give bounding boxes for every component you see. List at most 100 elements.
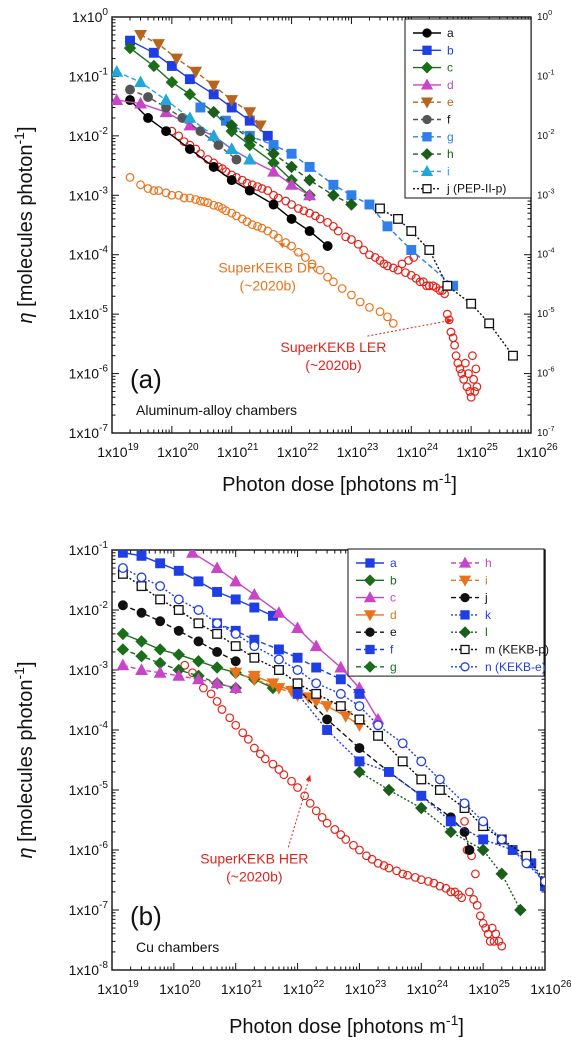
data-point (397, 756, 408, 767)
y-tick-label-exp: -6 (99, 840, 108, 851)
y-right-tick-label-base: 10 (537, 250, 549, 261)
data-point (195, 102, 206, 113)
scatter-point (455, 364, 465, 374)
data-point (116, 643, 130, 656)
series-line (192, 552, 379, 720)
data-point (272, 606, 286, 618)
y-right-tick-label: 10-6 (537, 365, 555, 380)
data-layer (116, 550, 545, 951)
data-point (116, 658, 130, 671)
data-point (243, 107, 257, 119)
scatter-point (475, 911, 485, 921)
x-axis-label: Photon dose [photons m-1] (229, 1012, 464, 1038)
data-point (134, 96, 147, 109)
x-tick-label-base: 1x10 (345, 981, 376, 997)
legend-label: g (447, 130, 454, 144)
y-tick-label: 1x10-6 (69, 840, 109, 858)
x-tick-label-exp: 20 (187, 442, 199, 453)
scatter-point (465, 387, 475, 396)
data-point (416, 774, 427, 785)
data-point (247, 674, 261, 686)
scatter-point (323, 217, 333, 227)
legend-label: b (447, 43, 454, 57)
y-tick-label-exp: -2 (99, 126, 108, 137)
legend-swatch-marker (365, 558, 375, 568)
y-tick-label-base: 1x10 (69, 68, 100, 84)
data-point (207, 80, 221, 93)
scatter-point (384, 863, 394, 873)
y-tick-label-exp: -7 (99, 423, 108, 434)
series-e (134, 29, 267, 133)
scatter-point (315, 214, 325, 224)
data-point (135, 663, 148, 675)
legend-label: b (390, 573, 397, 587)
scatter-point (450, 340, 460, 350)
scatter-point (336, 830, 346, 840)
scatter-point (227, 208, 237, 218)
legend-label: a (447, 26, 454, 40)
data-point (286, 148, 297, 159)
data-point (117, 550, 128, 558)
scatter-point (353, 239, 363, 249)
y-axis-label-open: [ (15, 836, 37, 848)
scatter-point (470, 387, 480, 396)
y-tick-label-exp: -1 (99, 540, 108, 551)
y-axis-label-symbol: η (15, 312, 37, 323)
scatter-point (225, 713, 235, 723)
annotation: SuperKEKB HER (~2020b) (200, 774, 311, 884)
scatter-point (472, 900, 482, 910)
y-axis-label: η [molecules photon-1] (11, 126, 37, 323)
y-right-tick-label-exp: -7 (548, 424, 554, 433)
series-n-kekb-e- (117, 563, 545, 887)
legend-item: f (356, 643, 394, 657)
legend-item: f (413, 113, 451, 127)
annotation: SuperKEKB DR (~2020b) (218, 242, 317, 294)
y-tick-label-base: 1x10 (69, 722, 100, 738)
legend-label: n (KEKB-e) (485, 660, 546, 674)
data-point (416, 790, 427, 801)
data-layer (112, 29, 518, 402)
legend-label: j (PEP-II-p) (446, 182, 506, 196)
legend-item: e (356, 625, 397, 639)
scatter-point (481, 923, 491, 933)
scatter-point (310, 211, 320, 221)
scatter-point (231, 720, 241, 730)
scatter-point (471, 364, 481, 374)
x-tick-label: 1x1025 (456, 442, 498, 460)
series-a (117, 550, 278, 621)
scatter-point (383, 312, 392, 322)
legend-label: c (390, 591, 396, 605)
data-point (165, 75, 179, 89)
x-tick-label: 1x1026 (530, 979, 571, 997)
legend-item: c (413, 61, 453, 75)
annotation-text: SuperKEKB HER (200, 850, 308, 866)
scatter-point (149, 186, 159, 195)
scatter-point (269, 190, 278, 200)
y-tick-label-exp: -7 (99, 900, 108, 911)
scatter-point (311, 806, 321, 816)
x-tick-label: 1x1020 (159, 979, 201, 997)
legend-swatch-marker (422, 184, 432, 194)
panel-note: Aluminum-alloy chambers (136, 402, 297, 418)
scatter-point (317, 812, 327, 822)
data-point (464, 845, 475, 855)
data-point (495, 867, 508, 881)
data-point (286, 213, 297, 224)
x-tick-label-base: 1x10 (277, 444, 308, 460)
legend-label: f (447, 113, 451, 127)
scatter-point (403, 870, 412, 880)
legend-item: d (356, 608, 397, 622)
scatter-point (260, 754, 270, 764)
scatter-point (375, 307, 385, 317)
data-point (272, 683, 286, 695)
scatter-point (478, 918, 488, 928)
data-point (373, 730, 383, 741)
scatter-point (359, 245, 369, 255)
x-tick-label-exp: 21 (251, 979, 263, 990)
scatter-point (494, 936, 504, 946)
scatter-point (167, 190, 177, 200)
scatter-point (383, 261, 392, 271)
scatter-point (468, 351, 477, 361)
scatter-point (185, 193, 195, 203)
series-a (125, 95, 333, 251)
